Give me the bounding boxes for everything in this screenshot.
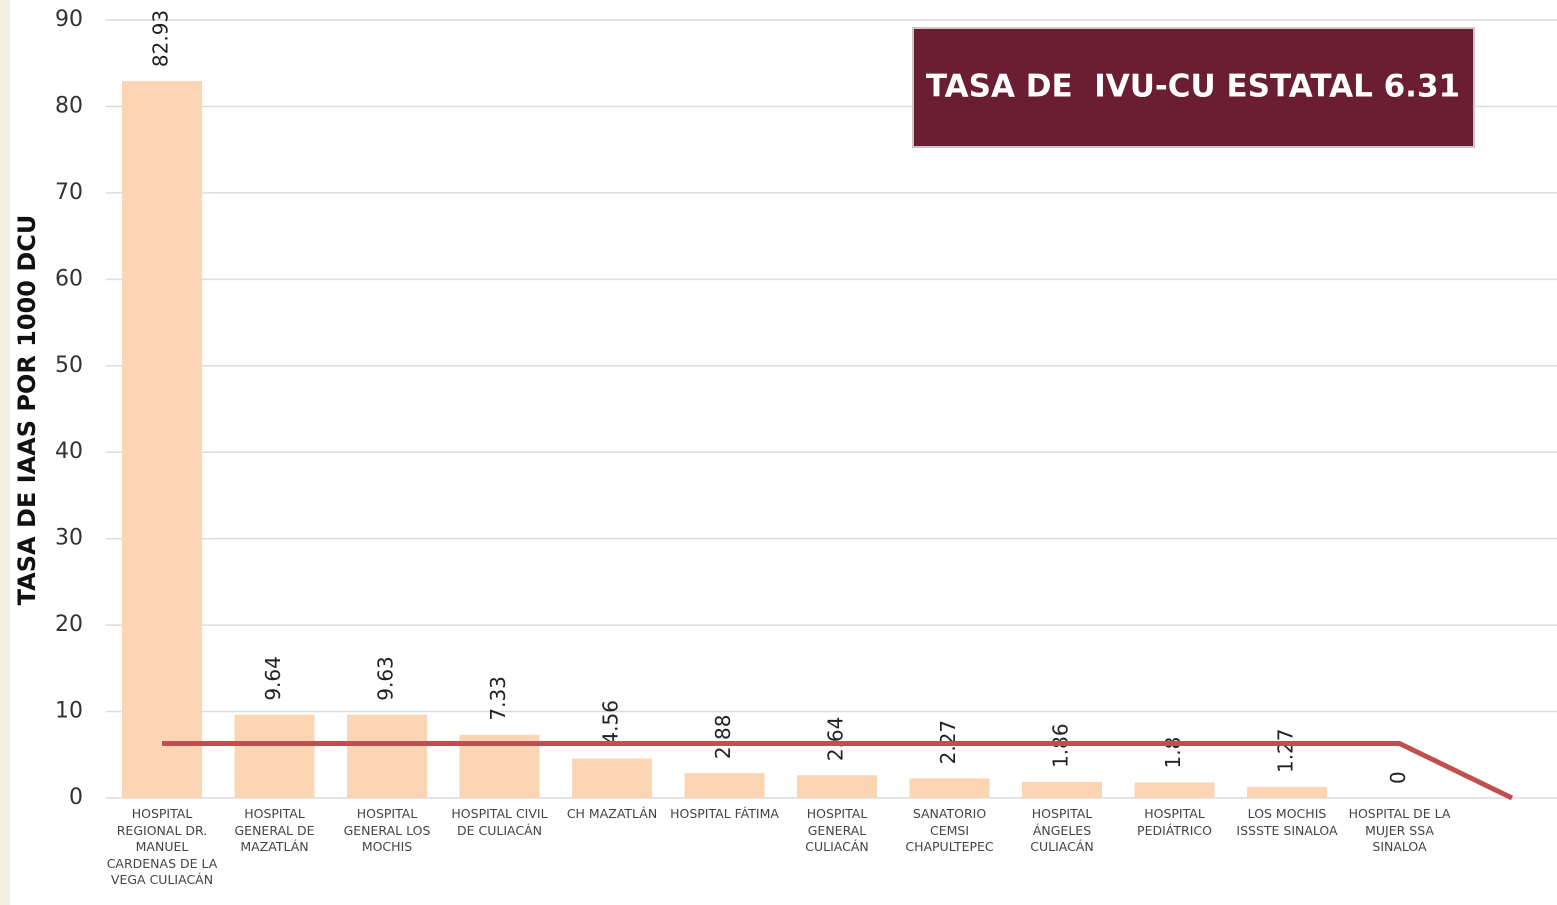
y-tick-label: 70 <box>55 180 83 205</box>
annotation: TASA DE IVU-CU ESTATAL 6.31 <box>926 69 1460 105</box>
x-tick-label: CH MAZATLÁN <box>556 806 668 823</box>
bar <box>910 778 990 798</box>
value-label: 82.93 <box>149 10 173 67</box>
value-label: 4.56 <box>599 700 623 745</box>
bar <box>685 773 765 798</box>
y-tick-label: 0 <box>69 785 83 810</box>
x-tick-label: HOSPITAL GENERAL DE MAZATLÁN <box>219 806 331 856</box>
x-tick-label: SANATORIO CEMSI CHAPULTEPEC <box>894 806 1006 856</box>
bar <box>235 715 315 798</box>
value-label: 9.63 <box>374 656 398 701</box>
x-tick-label: HOSPITAL GENERAL CULIACÁN <box>781 806 893 856</box>
side-strip <box>0 0 10 905</box>
bar <box>347 715 427 798</box>
x-tick-label-box: SANATORIO CEMSI CHAPULTEPEC <box>894 806 1006 905</box>
x-tick-label-box: HOSPITAL PEDIÁTRICO <box>1119 806 1231 905</box>
x-tick-label-box: HOSPITAL FÁTIMA <box>669 806 781 905</box>
y-tick-label: 20 <box>55 612 83 637</box>
x-tick-label: HOSPITAL GENERAL LOS MOCHIS <box>331 806 443 856</box>
x-tick-label: HOSPITAL FÁTIMA <box>669 806 781 823</box>
x-tick-label: HOSPITAL DE LA MUJER SSA SINALOA <box>1344 806 1456 856</box>
y-tick-label: 80 <box>55 93 83 118</box>
x-tick-label-box: HOSPITAL GENERAL LOS MOCHIS <box>331 806 443 905</box>
value-label: 7.33 <box>486 676 510 721</box>
x-tick-label: HOSPITAL CIVIL DE CULIACÁN <box>444 806 556 839</box>
bar <box>572 759 652 798</box>
x-tick-label-box: HOSPITAL DE LA MUJER SSA SINALOA <box>1344 806 1456 905</box>
y-tick-label: 10 <box>55 699 83 724</box>
y-tick-label: 50 <box>55 353 83 378</box>
y-tick-label: 90 <box>55 7 83 32</box>
bar <box>1135 782 1215 798</box>
value-label: 0 <box>1386 771 1410 784</box>
y-axis-label: TASA DE IAAS POR 1000 DCU <box>13 215 41 606</box>
chart: TASA DE IAAS POR 1000 DCU 0 10 20 30 40 50 60 7… <box>0 0 1557 905</box>
value-label: 9.64 <box>261 656 285 701</box>
x-tick-label: HOSPITAL REGIONAL DR. MANUEL CARDENAS DE… <box>106 806 218 889</box>
x-tick-label-box: HOSPITAL GENERAL CULIACÁN <box>781 806 893 905</box>
bar <box>122 81 202 798</box>
x-tick-label: LOS MOCHIS ISSSTE SINALOA <box>1231 806 1343 839</box>
x-tick-label-box: HOSPITAL ÁNGELES CULIACÁN <box>1006 806 1118 905</box>
y-tick-label: 60 <box>55 266 83 291</box>
y-tick-label: 30 <box>55 526 83 551</box>
x-tick-label-box: HOSPITAL REGIONAL DR. MANUEL CARDENAS DE… <box>106 806 218 905</box>
x-tick-label-box: HOSPITAL GENERAL DE MAZATLÁN <box>219 806 331 905</box>
bar <box>797 775 877 798</box>
x-tick-label-box: HOSPITAL CIVIL DE CULIACÁN <box>444 806 556 905</box>
y-tick-label: 40 <box>55 439 83 464</box>
bar <box>1022 782 1102 798</box>
x-tick-label-box: LOS MOCHIS ISSSTE SINALOA <box>1231 806 1343 905</box>
value-label: 1.27 <box>1274 728 1298 773</box>
x-tick-label: HOSPITAL ÁNGELES CULIACÁN <box>1006 806 1118 856</box>
value-label: 2.64 <box>824 717 848 762</box>
bar <box>1247 787 1327 798</box>
x-tick-label: HOSPITAL PEDIÁTRICO <box>1119 806 1231 839</box>
x-tick-label-box: CH MAZATLÁN <box>556 806 668 905</box>
value-label: 2.88 <box>711 715 735 760</box>
